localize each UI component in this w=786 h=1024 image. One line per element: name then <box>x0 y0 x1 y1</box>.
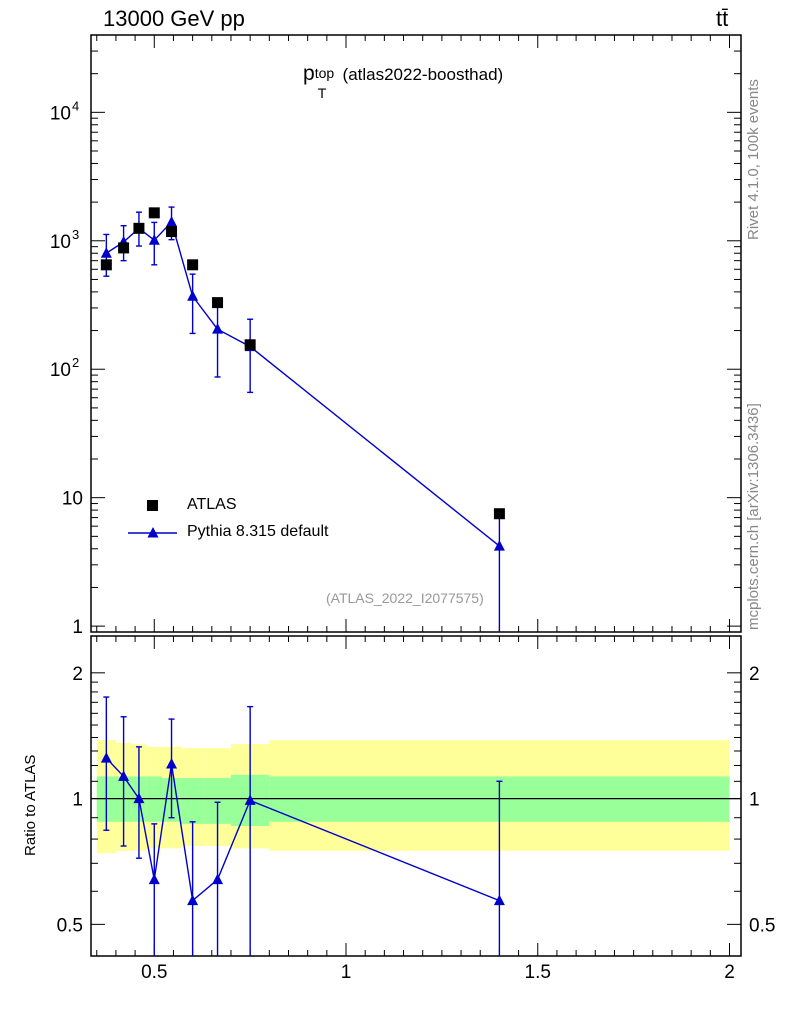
ratio-marker <box>493 894 505 906</box>
ratio-panel-frame <box>90 635 742 957</box>
atlas-data-marker <box>100 259 112 271</box>
pythia-marker <box>166 216 178 227</box>
main-y-tick-label: 1 <box>72 617 83 638</box>
analysis-id: (ATLAS_2022_I2077575) <box>326 590 484 606</box>
ratio-marker <box>148 873 160 885</box>
ratio-y-tick-label: 0.5 <box>57 915 83 936</box>
atlas-data-marker <box>148 207 160 219</box>
ratio-marker <box>100 752 112 763</box>
pythia-marker <box>148 234 160 245</box>
title-p: p <box>303 62 315 85</box>
process-label: tt̄ <box>716 6 729 31</box>
ratio-marker <box>166 758 178 769</box>
main-y-tick-exponent: 3 <box>72 227 79 242</box>
x-tick-label: 0.5 <box>141 962 167 983</box>
pythia-line <box>105 220 500 547</box>
ratio-marker <box>133 792 145 804</box>
title-subscript: T <box>317 85 327 101</box>
ratio-marker <box>212 873 224 885</box>
title-suffix: (atlas2022-boosthad) <box>342 65 504 84</box>
main-y-tick-label: 10 <box>50 232 71 253</box>
main-title: p top T (atlas2022-boosthad) <box>303 62 504 101</box>
ratio-band-inner-segment <box>181 778 205 824</box>
x-tick-label: 1.5 <box>525 962 551 983</box>
mcplots-label: mcplots.cern.ch [arXiv:1306.3436] <box>745 403 762 630</box>
pythia-marker <box>493 540 505 551</box>
atlas-data-marker <box>133 222 145 234</box>
atlas-data-marker <box>212 297 224 309</box>
rivet-label: Rivet 4.1.0, 100k events <box>745 79 762 240</box>
ratio-y-tick-label-right: 0.5 <box>749 915 775 936</box>
main-y-tick-label: 10 <box>50 360 71 381</box>
main-y-tick-exponent: 2 <box>72 355 79 370</box>
pythia-marker <box>187 290 199 301</box>
main-panel-frame <box>90 34 742 633</box>
x-tick-label: 2 <box>724 962 735 983</box>
legend-atlas-label: ATLAS <box>187 496 237 513</box>
legend-pythia-label: Pythia 8.315 default <box>187 523 329 540</box>
pythia-marker <box>100 247 112 258</box>
legend-pythia-marker <box>147 527 159 538</box>
ratio-ylabel: Ratio to ATLAS <box>22 754 39 856</box>
ratio-marker <box>244 794 256 805</box>
atlas-data-marker <box>244 339 256 351</box>
atlas-data-marker <box>166 226 178 238</box>
ratio-marker <box>118 770 130 781</box>
x-tick-label: 1 <box>341 962 352 983</box>
atlas-data-marker <box>493 508 505 520</box>
ratio-marker <box>187 894 199 906</box>
main-y-tick-label: 10 <box>62 489 83 510</box>
atlas-data-marker <box>118 242 130 254</box>
legend-atlas-marker <box>147 500 158 511</box>
ratio-y-tick-label-right: 2 <box>749 664 760 685</box>
ratio-y-tick-label: 2 <box>72 664 83 685</box>
atlas-data-marker <box>187 259 199 271</box>
main-y-tick-label: 10 <box>50 103 71 124</box>
main-y-tick-exponent: 4 <box>72 98 79 113</box>
pythia-marker <box>212 323 224 334</box>
ratio-y-tick-label-right: 1 <box>749 790 760 811</box>
ratio-y-tick-label: 1 <box>72 790 83 811</box>
title-superscript: top <box>314 65 335 81</box>
energy-label: 13000 GeV pp <box>103 6 245 31</box>
